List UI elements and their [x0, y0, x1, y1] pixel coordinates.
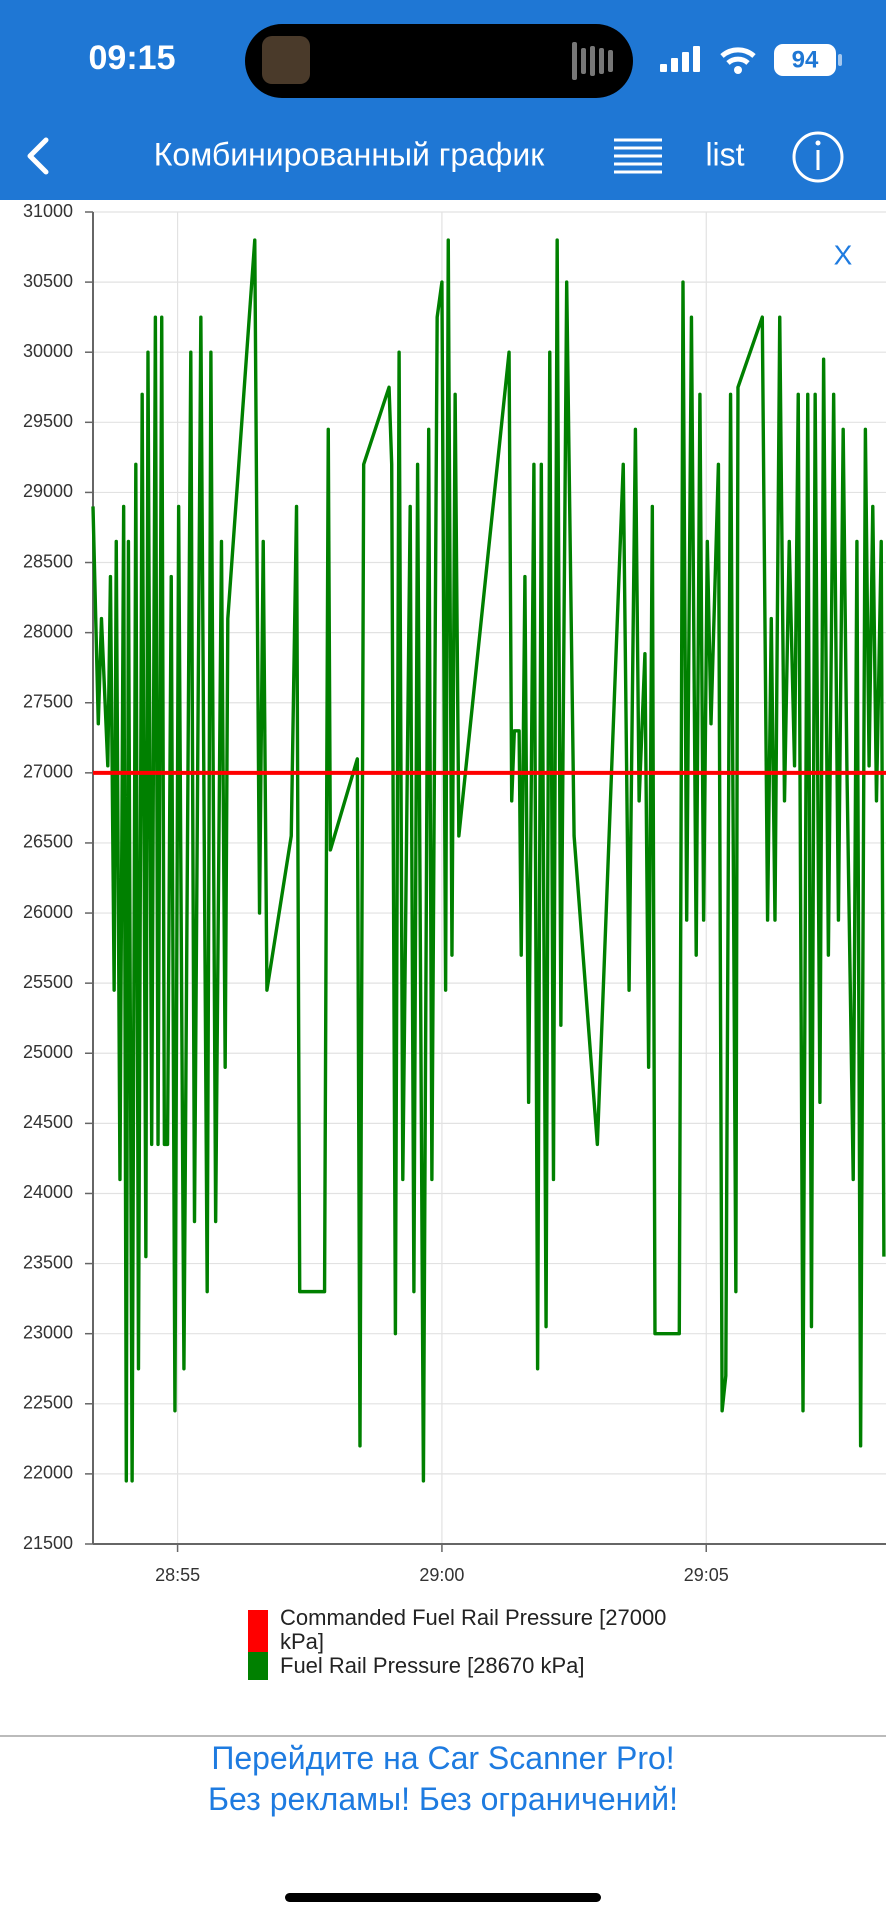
dynamic-island: [245, 24, 633, 98]
island-app-icon: [262, 36, 310, 84]
info-button[interactable]: [792, 131, 844, 183]
home-indicator: [285, 1893, 601, 1902]
legend-item: Commanded Fuel Rail Pressure [27000 kPa]: [248, 1605, 668, 1656]
series-line: [91, 238, 886, 1483]
island-audio-bars: [572, 42, 613, 80]
legend-swatch: [248, 1610, 268, 1656]
legend-swatch: [248, 1652, 268, 1680]
list-button[interactable]: list: [705, 136, 744, 172]
y-tick-label: 25500: [23, 972, 73, 992]
x-tick-label: 29:05: [684, 1565, 729, 1585]
legend-label: Fuel Rail Pressure [28670 kPa]: [280, 1653, 585, 1678]
x-tick-label: 29:00: [419, 1565, 464, 1585]
wifi-icon: [720, 47, 756, 66]
legend: Commanded Fuel Rail Pressure [27000 kPa]…: [248, 1605, 668, 1680]
y-tick-label: 29000: [23, 481, 73, 501]
y-tick-label: 31000: [23, 201, 73, 221]
close-chart[interactable]: X: [834, 239, 853, 270]
y-tick-label: 24500: [23, 1112, 73, 1132]
y-tick-label: 30500: [23, 271, 73, 291]
y-tick-label: 23500: [23, 1252, 73, 1272]
y-tick-label: 26000: [23, 902, 73, 922]
y-tick-label: 29500: [23, 411, 73, 431]
status-time: 09:15: [89, 39, 176, 77]
legend-item: Fuel Rail Pressure [28670 kPa]: [248, 1652, 668, 1680]
info-icon-dot: [815, 140, 821, 146]
legend-label: Commanded Fuel Rail Pressure [27000 kPa]: [280, 1605, 667, 1654]
banner-line: Перейдите на Car Scanner Pro!: [211, 1740, 675, 1776]
nav-title: Комбинированный график: [154, 136, 545, 172]
list-icon[interactable]: [614, 138, 662, 174]
y-tick-label: 26500: [23, 832, 73, 852]
y-tick-label: 22500: [23, 1393, 73, 1413]
y-tick-label: 27500: [23, 691, 73, 711]
back-button[interactable]: [27, 137, 49, 175]
upgrade-banner[interactable]: Перейдите на Car Scanner Pro! Без рекламы…: [0, 1738, 886, 1820]
x-tick-label: 28:55: [155, 1565, 200, 1585]
y-tick-label: 28500: [23, 551, 73, 571]
y-tick-label: 21500: [23, 1533, 73, 1553]
wifi-dot: [734, 66, 742, 74]
battery-tip: [838, 54, 842, 66]
y-tick-label: 27000: [23, 762, 73, 782]
y-tick-label: 24000: [23, 1182, 73, 1202]
banner-line: Без рекламы! Без ограничений!: [208, 1781, 678, 1817]
y-tick-label: 25000: [23, 1042, 73, 1062]
y-tick-label: 23000: [23, 1322, 73, 1342]
signal-icon: [660, 46, 700, 72]
battery-level: 94: [792, 46, 819, 73]
battery-icon: [774, 44, 836, 76]
y-tick-label: 22000: [23, 1463, 73, 1483]
y-tick-label: 28000: [23, 621, 73, 641]
y-tick-label: 30000: [23, 341, 73, 361]
